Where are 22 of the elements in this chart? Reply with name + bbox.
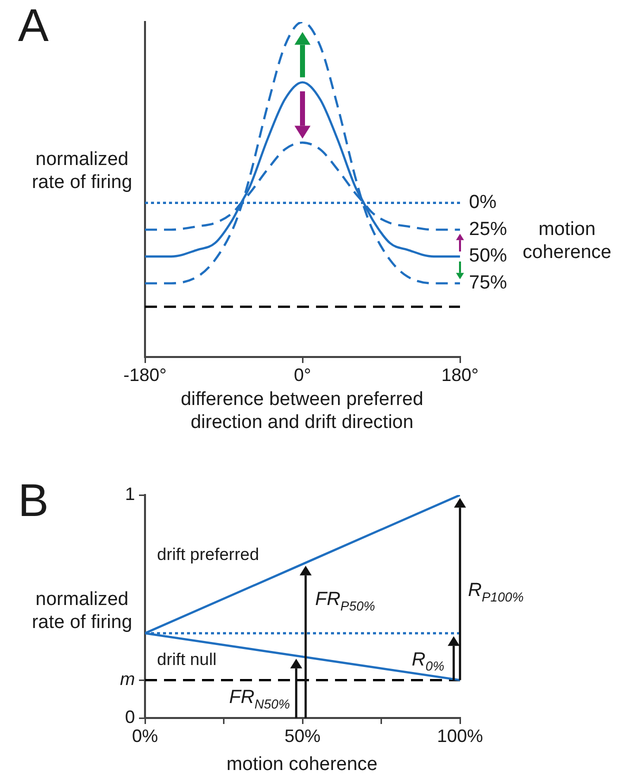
x-tick-label: 0° (294, 364, 312, 385)
y-axis-title: normalized rate of firing (30, 588, 134, 634)
chart-title: A (18, 0, 49, 51)
y-tick-label: 0 (124, 706, 135, 727)
series-label: 50% (469, 246, 508, 267)
x-tick-label: -180° (123, 364, 167, 385)
series-label: drift preferred (157, 544, 260, 564)
y-tick-label: 1 (124, 484, 135, 504)
series-label: 75% (469, 272, 508, 294)
y-axis-title: normalized rate of firing (30, 148, 134, 194)
series-label: drift null (157, 650, 217, 669)
y-tick-label: m (120, 669, 135, 690)
x-tick-label: 100% (436, 726, 484, 746)
x-tick-label: 180° (441, 364, 479, 385)
chart-title: B (18, 474, 49, 526)
x-axis-title: motion coherence (225, 753, 379, 776)
x-tick-label: 0% (132, 726, 158, 746)
series-label: 25% (469, 218, 508, 240)
x-axis-title: difference between preferred direction and drift direction (180, 388, 424, 434)
legend-title: motion coherence (522, 218, 612, 264)
x-tick-label: 50% (284, 726, 321, 746)
series-label: 0% (469, 192, 497, 214)
